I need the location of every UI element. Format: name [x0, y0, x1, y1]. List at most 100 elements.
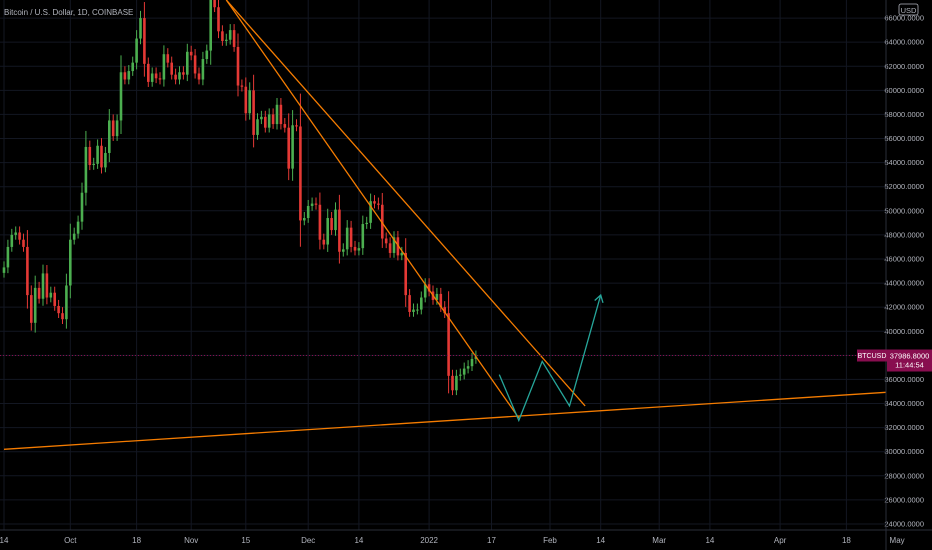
symbol-title: Bitcoin / U.S. Dollar, 1D, COINBASE [4, 8, 133, 17]
price-tick-label: 46000.0000 [884, 254, 924, 263]
price-tick-label: 36000.0000 [884, 375, 924, 384]
candle-body [236, 46, 240, 86]
candle-body [267, 114, 271, 128]
price-tag-value: 37986.8000 [890, 351, 930, 360]
chart-grid [0, 0, 898, 530]
candle-body [462, 368, 466, 375]
price-tick-label: 28000.0000 [884, 471, 924, 480]
candle-body [154, 73, 158, 79]
candle-body [470, 358, 474, 367]
candle-body [186, 51, 189, 75]
candle-body [10, 234, 14, 247]
price-tick-label: 64000.0000 [884, 38, 924, 47]
candle-body [45, 273, 49, 298]
candle-body [104, 152, 107, 168]
projection-arrow-head [594, 293, 604, 303]
candle-body [271, 114, 275, 125]
price-tick-label: 34000.0000 [884, 399, 924, 408]
candle-body [326, 218, 329, 245]
candle-body [72, 233, 76, 240]
candle-body [115, 120, 119, 137]
time-tick-label: Mar [652, 536, 666, 545]
candle-body [84, 146, 88, 193]
price-tick-label: 40000.0000 [884, 327, 924, 336]
candle-body [135, 38, 138, 63]
candle-body [373, 201, 376, 204]
candle-body [361, 224, 365, 249]
candle-body [443, 307, 446, 314]
candle-body [189, 51, 193, 56]
candle-body [369, 201, 372, 223]
time-tick-label: Apr [774, 536, 787, 545]
candle-body [435, 293, 439, 300]
candle-body [427, 284, 431, 292]
price-tick-label: 30000.0000 [884, 447, 924, 456]
price-tick-label: 58000.0000 [884, 110, 924, 119]
candle-body [310, 203, 314, 206]
candle-body [178, 72, 181, 80]
candle-body [447, 313, 450, 376]
candle-body [14, 232, 17, 235]
price-axis-bg [886, 0, 932, 550]
price-tick-label: 50000.0000 [884, 206, 924, 215]
candle-body [69, 239, 72, 286]
candle-body [408, 295, 411, 312]
candle-body [147, 63, 150, 82]
time-tick-label: 14 [0, 536, 9, 545]
candle-body [150, 73, 154, 82]
candle-body [466, 366, 470, 369]
candle-body [264, 116, 267, 128]
time-tick-label: 17 [487, 536, 496, 545]
price-tick-label: 56000.0000 [884, 134, 924, 143]
candle-body [166, 54, 170, 63]
candle-body [334, 209, 337, 231]
candle-body [388, 243, 392, 253]
trendline-lower-channel [225, 0, 520, 419]
candle-body [193, 55, 197, 74]
time-tick-label: 2022 [420, 536, 438, 545]
last-price-tag: BTCUSD 37986.8000 11:44:54 [857, 349, 932, 372]
candle-body [345, 227, 349, 250]
candle-body [232, 30, 236, 47]
projection-path [498, 294, 602, 423]
candle-body [283, 124, 287, 128]
price-tick-label: 54000.0000 [884, 158, 924, 167]
candle-body [53, 292, 56, 306]
candle-body [416, 309, 419, 311]
candle-body [256, 119, 259, 135]
currency-badge[interactable]: USD [898, 3, 919, 16]
price-tick-label: 66000.0000 [884, 14, 924, 23]
candle-body [439, 293, 443, 308]
candle-body [57, 305, 60, 314]
candle-body [209, 0, 212, 51]
candle-body [400, 252, 404, 256]
candle-body [318, 204, 322, 240]
time-axis-bg [0, 530, 886, 550]
candle-body [37, 287, 41, 299]
time-tick-label: Feb [543, 536, 557, 545]
candle-body [123, 72, 127, 80]
candle-body [22, 239, 25, 247]
time-tick-label: Oct [64, 536, 77, 545]
price-axis[interactable]: 24000.0000 26000.0000 28000.0000 30000.0000… [884, 0, 932, 550]
time-tick-label: 14 [596, 536, 605, 545]
candle-body [26, 246, 29, 296]
price-tick-label: 52000.0000 [884, 182, 924, 191]
candle-body [30, 295, 33, 323]
candle-body [127, 71, 131, 80]
candle-body [240, 85, 244, 87]
time-tick-label: 14 [354, 536, 363, 545]
candle-body [349, 227, 353, 247]
time-tick-label: May [890, 536, 905, 545]
price-tick-label: 48000.0000 [884, 230, 924, 239]
candle-body [174, 74, 177, 80]
drawings [0, 0, 932, 450]
candle-body [275, 104, 279, 125]
candle-body [217, 7, 220, 32]
candle-body [108, 120, 111, 153]
candle-body [291, 125, 294, 169]
candle-body [314, 203, 318, 205]
candle-body [88, 146, 92, 166]
